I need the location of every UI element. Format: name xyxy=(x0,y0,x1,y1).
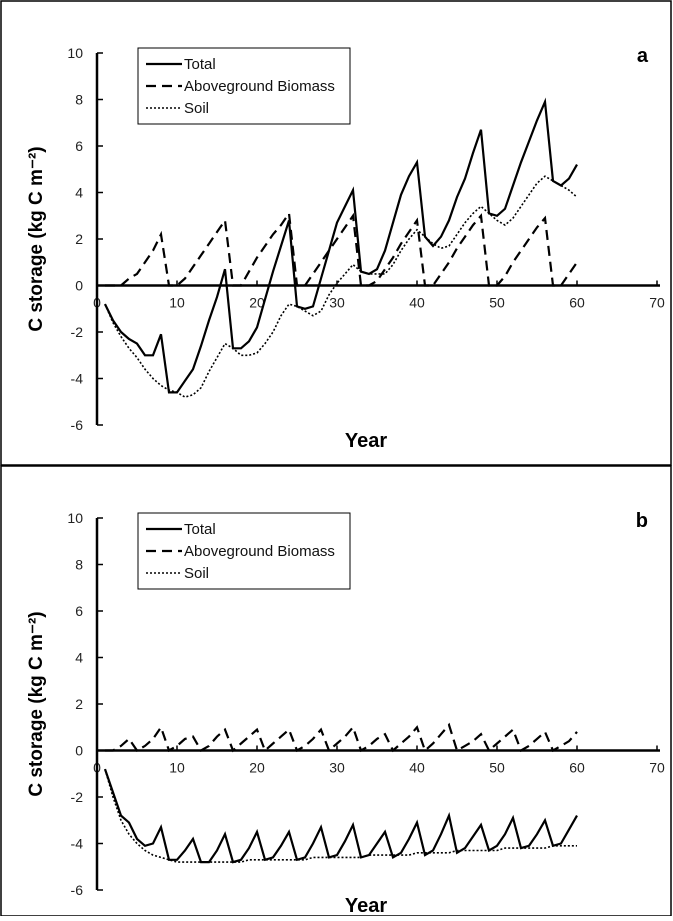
panel-label: b xyxy=(636,510,648,532)
legend-box xyxy=(137,512,351,590)
series-line xyxy=(104,97,578,394)
y-axis-title: C storage (kg C m⁻²) xyxy=(26,146,47,331)
x-tick-label: 20 xyxy=(249,295,265,311)
y-tick-label: 8 xyxy=(75,557,83,573)
y-axis-title: C storage (kg C m⁻²) xyxy=(26,611,47,796)
legend: Total Aboveground Biomass Soil xyxy=(137,512,351,590)
legend-box xyxy=(137,47,351,125)
y-tick-label: 6 xyxy=(75,603,83,619)
series-line xyxy=(103,768,578,864)
y-tick-label: -6 xyxy=(71,882,84,898)
x-tick-label: 30 xyxy=(329,295,345,311)
y-tick-label: 10 xyxy=(67,45,83,61)
y-tick-label: 4 xyxy=(75,185,83,201)
y-tick-label: 6 xyxy=(75,138,83,154)
y-tick-label: -6 xyxy=(71,417,84,433)
legend-label: Aboveground Biomass xyxy=(184,543,335,560)
x-axis-title: Year xyxy=(345,430,387,452)
legend-label: Aboveground Biomass xyxy=(184,78,335,95)
y-tick-label: 2 xyxy=(75,231,83,247)
x-tick-label: 40 xyxy=(409,760,425,776)
y-tick-label: 0 xyxy=(75,743,83,759)
y-tick-label: 10 xyxy=(67,510,83,526)
legend-label: Soil xyxy=(184,100,209,117)
x-tick-label: 10 xyxy=(169,295,185,311)
y-tick-label: -4 xyxy=(71,836,84,852)
series-line xyxy=(104,768,577,863)
legend-label: Total xyxy=(184,521,216,538)
panel: -6-4-20246810010203040506070TotalAbovegr… xyxy=(0,0,672,466)
x-tick-label: 70 xyxy=(649,295,665,311)
x-tick-label: 30 xyxy=(329,760,345,776)
panel: -6-4-20246810010203040506070TotalAbovegr… xyxy=(0,465,672,917)
x-tick-label: 50 xyxy=(489,295,505,311)
x-axis-title: Year xyxy=(345,895,387,916)
y-tick-label: 8 xyxy=(75,92,83,108)
legend-label: Soil xyxy=(184,565,209,582)
panel-border xyxy=(0,0,672,466)
y-tick-label: -2 xyxy=(71,789,84,805)
legend-label: Total xyxy=(184,56,216,73)
y-tick-label: 0 xyxy=(75,278,83,294)
panel-label: a xyxy=(637,45,649,67)
x-tick-label: 60 xyxy=(569,295,585,311)
x-tick-label: 10 xyxy=(169,760,185,776)
x-tick-label: 40 xyxy=(409,295,425,311)
y-tick-label: 2 xyxy=(75,696,83,712)
x-tick-label: 20 xyxy=(249,760,265,776)
series-line xyxy=(104,175,578,398)
series-line xyxy=(105,722,578,753)
y-tick-label: 4 xyxy=(75,650,83,666)
x-tick-label: 70 xyxy=(649,760,665,776)
legend: Total Aboveground Biomass Soil xyxy=(137,47,351,125)
series-line xyxy=(105,210,578,287)
y-tick-label: -2 xyxy=(71,324,84,340)
y-tick-label: -4 xyxy=(71,371,84,387)
x-tick-label: 50 xyxy=(489,760,505,776)
x-tick-label: 60 xyxy=(569,760,585,776)
